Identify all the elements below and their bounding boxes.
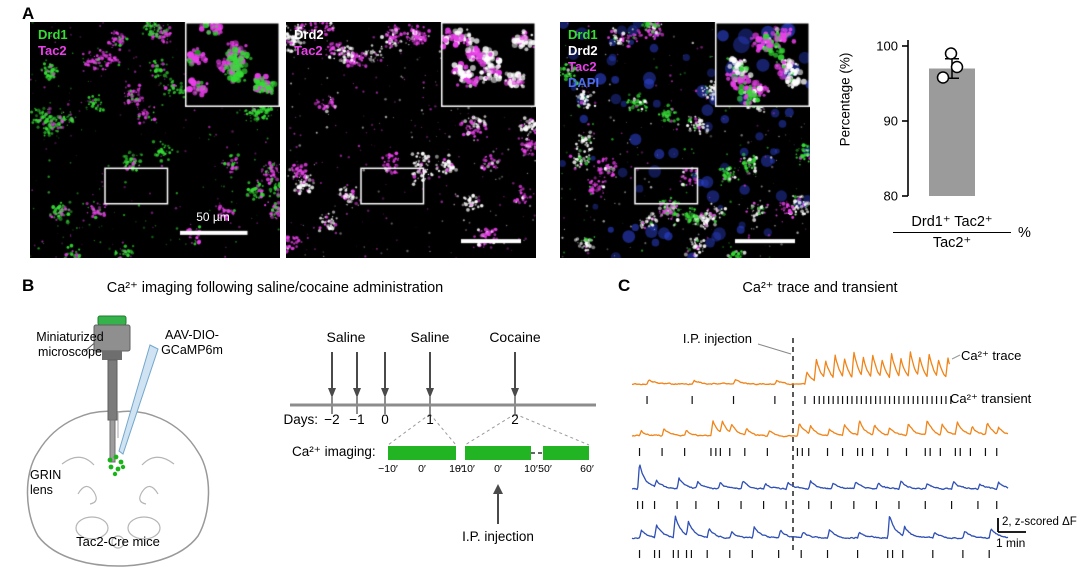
ip-injection-label-c: I.P. injection bbox=[682, 331, 752, 346]
panel-a-label: A bbox=[22, 4, 35, 23]
ip-injection-label: I.P. injection bbox=[462, 529, 534, 544]
panel-c-title: Ca²⁺ trace and transient bbox=[742, 280, 898, 296]
microscope-top bbox=[97, 315, 127, 326]
channel-labels: Drd1 Drd2 Tac2 DAPI bbox=[568, 27, 599, 91]
time-tick: 0′ bbox=[418, 463, 426, 475]
channel-label: Tac2 bbox=[294, 43, 323, 58]
fraction-line bbox=[893, 232, 1011, 233]
microscopy-canvas bbox=[30, 22, 280, 258]
time-scale-label: 1 min bbox=[996, 536, 1026, 550]
channel-label: Drd2 bbox=[568, 43, 598, 58]
channel-labels: Drd2 Tac2 bbox=[294, 27, 324, 59]
time-tick: 0′ bbox=[494, 463, 502, 475]
svg-text:80: 80 bbox=[884, 189, 898, 204]
grin-lens-label: GRIN lens bbox=[30, 468, 62, 497]
scale-bars bbox=[997, 518, 1026, 533]
day-minus2: −2 bbox=[324, 412, 340, 427]
trace-label-leader bbox=[951, 354, 961, 360]
implant-schematic bbox=[26, 315, 210, 567]
virus-label: AAV-DIO-GCaMP6m bbox=[161, 328, 223, 357]
lens-shaft bbox=[107, 359, 118, 421]
day-0: 0 bbox=[381, 412, 389, 427]
brain-outline bbox=[26, 410, 210, 567]
day-ticks bbox=[331, 396, 516, 414]
injection-pipette bbox=[118, 344, 159, 455]
ip-leader-line bbox=[757, 343, 792, 355]
panel-b-label: B bbox=[22, 276, 35, 295]
channel-label: Tac2 bbox=[38, 43, 67, 58]
fraction: Drd1⁺ Tac2⁺ Tac2⁺ bbox=[893, 214, 1011, 251]
time-tick: −10′ bbox=[378, 463, 398, 475]
imaging-session-bar bbox=[465, 446, 531, 460]
channel-label: Drd1 bbox=[38, 27, 68, 42]
ip-arrowhead bbox=[493, 484, 503, 494]
brain-inner-structures bbox=[61, 412, 175, 549]
injection-arrows bbox=[331, 352, 516, 388]
svg-text:90: 90 bbox=[884, 114, 898, 129]
injection-label-saline-1: Saline bbox=[326, 329, 366, 345]
time-tick: −10′ bbox=[455, 463, 475, 475]
days-label: Days: bbox=[283, 412, 318, 427]
channel-label: DAPI bbox=[568, 75, 600, 90]
bar-category-label: Drd1⁺ Tac2⁺ Tac2⁺ % bbox=[893, 214, 1031, 251]
transient-legend-label: Ca²⁺ transient bbox=[950, 391, 1032, 406]
day-2: 2 bbox=[511, 412, 519, 427]
channel-labels: Drd1 Tac2 bbox=[38, 27, 68, 59]
panel-b-title: Ca²⁺ imaging following saline/cocaine ad… bbox=[106, 280, 444, 296]
microscopy-image-merge: Drd1 Drd2 Tac2 DAPI bbox=[560, 22, 810, 258]
grin-lens bbox=[109, 419, 116, 463]
microscopy-image-drd2-tac2: Drd2 Tac2 bbox=[286, 22, 536, 258]
panel-c-label: C bbox=[618, 276, 631, 295]
imaging-session-bar bbox=[388, 446, 456, 460]
amplitude-scale-label: 2, z-scored ΔF bbox=[1002, 516, 1077, 528]
day-minus1: −1 bbox=[349, 412, 365, 427]
time-tick: 60′ bbox=[580, 463, 594, 475]
channel-label: Tac2 bbox=[568, 59, 597, 74]
scale-bar-label: 50 µm bbox=[196, 210, 230, 224]
injection-label-saline-2: Saline bbox=[410, 329, 450, 345]
trace-legend-label: Ca²⁺ trace bbox=[961, 348, 1022, 363]
calcium-traces-plot bbox=[631, 338, 1026, 558]
injection-label-cocaine: Cocaine bbox=[489, 329, 541, 345]
microscope-label: Miniaturized microscope bbox=[36, 330, 104, 359]
imaging-session-bar bbox=[543, 446, 589, 460]
percent-unit: % bbox=[1018, 224, 1031, 241]
channel-label: Drd2 bbox=[294, 27, 324, 42]
time-tick: 10′ bbox=[449, 463, 463, 475]
microscopy-canvas bbox=[560, 22, 810, 258]
svg-text:100: 100 bbox=[876, 39, 898, 54]
time-tick: 10′ bbox=[524, 463, 538, 475]
injection-arrowheads bbox=[328, 388, 519, 398]
microscope-base bbox=[102, 351, 122, 360]
microscopy-canvas bbox=[286, 22, 536, 258]
experiment-timeline bbox=[290, 352, 596, 524]
time-tick: 50′ bbox=[538, 463, 552, 475]
fraction-numerator: Drd1⁺ Tac2⁺ bbox=[911, 214, 993, 230]
channel-label: Drd1 bbox=[568, 27, 598, 42]
trace-group bbox=[631, 351, 1009, 558]
fraction-denominator: Tac2⁺ bbox=[932, 235, 972, 251]
microscopy-image-drd1-tac2: Drd1 Tac2 50 µm bbox=[30, 22, 280, 258]
imaging-label: Ca²⁺ imaging: bbox=[292, 444, 376, 459]
percentage-bar-chart: 80 90 100 bbox=[876, 39, 975, 204]
day-1: 1 bbox=[426, 412, 434, 427]
mouse-line-label: Tac2-Cre mice bbox=[76, 534, 160, 549]
session-connectors bbox=[387, 413, 590, 446]
gcamp-cells bbox=[107, 454, 126, 477]
